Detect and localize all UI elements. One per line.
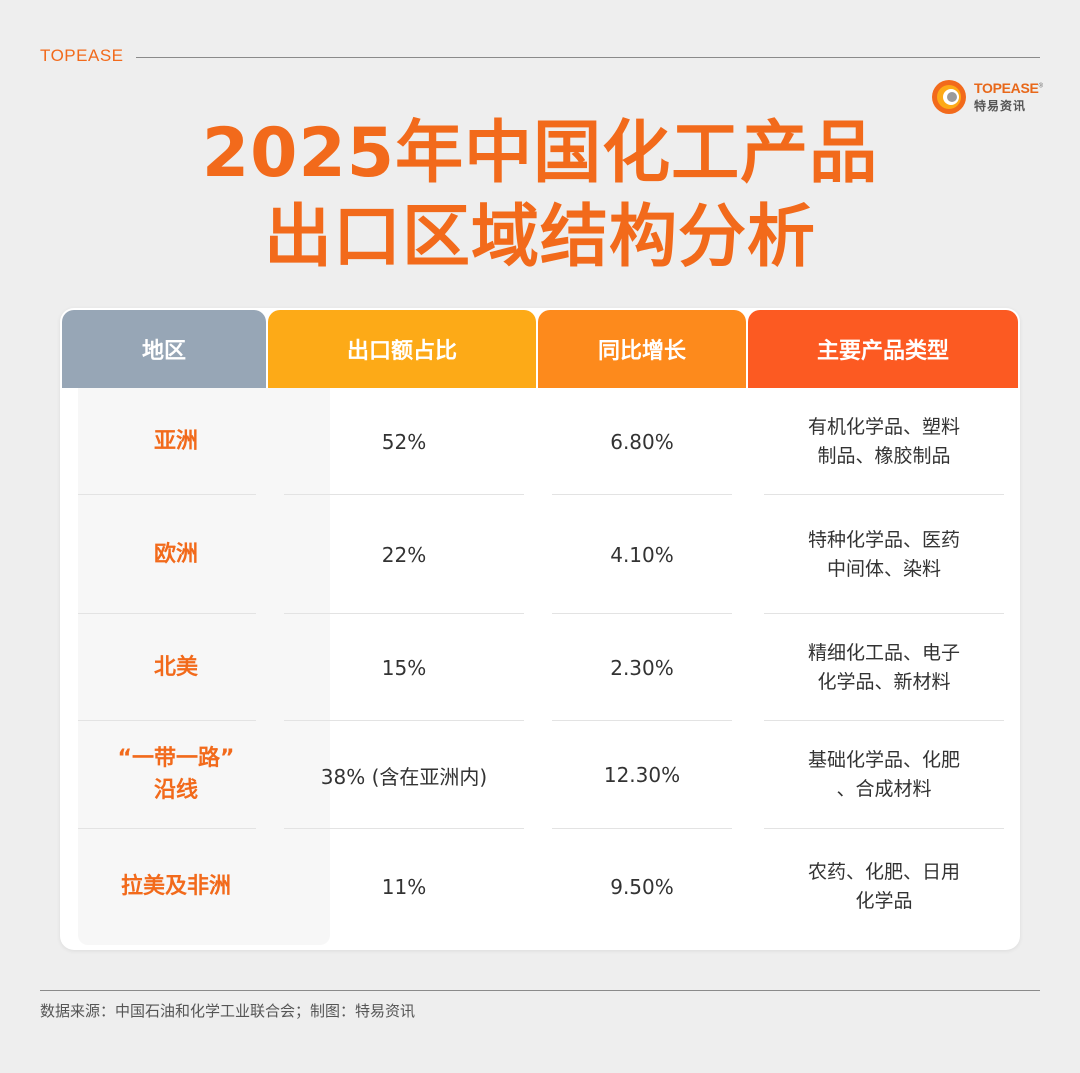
region-cell: 北美	[153, 654, 198, 680]
region-cell: 欧洲	[153, 541, 198, 567]
share-cell: 11%	[381, 875, 427, 899]
top-divider	[136, 57, 1040, 58]
region-cell: 亚洲	[153, 428, 198, 454]
table-row: 亚洲 52% 6.80% 有机化学品、塑料 制品、橡胶制品	[60, 388, 1020, 495]
header-share: 出口额占比	[268, 310, 536, 388]
share-cell: 22%	[381, 542, 427, 567]
growth-cell: 6.80%	[610, 429, 674, 454]
share-cell: 38% (含在亚洲内)	[320, 764, 488, 789]
logo-wordmark: TOPEASE®	[974, 80, 1043, 96]
growth-cell: 4.10%	[610, 542, 674, 567]
products-cell: 精细化工品、电子 化学品、新材料	[807, 641, 960, 693]
region-cell: 拉美及非洲	[120, 874, 231, 899]
topease-logo: TOPEASE® 特易资讯	[930, 78, 1043, 116]
region-table: 地区 出口额占比 同比增长 主要产品类型 亚洲 52% 6.80% 有机化学品、…	[60, 308, 1020, 950]
growth-cell: 2.30%	[610, 655, 674, 680]
page-title: 2025年中国化工产品 出口区域结构分析	[0, 112, 1080, 280]
products-cell: 有机化学品、塑料 制品、橡胶制品	[807, 415, 960, 467]
bottom-divider	[40, 990, 1040, 991]
growth-cell: 12.30%	[603, 763, 681, 787]
header-products: 主要产品类型	[748, 310, 1018, 388]
products-cell: 基础化学品、化肥 、合成材料	[807, 749, 960, 800]
logo-chinese-name: 特易资讯	[974, 99, 1027, 113]
header-growth: 同比增长	[538, 310, 746, 388]
table-row: 拉美及非洲 11% 9.50% 农药、化肥、日用 化学品	[60, 829, 1020, 945]
title-line-1: 2025年中国化工产品	[201, 114, 879, 193]
products-cell: 特种化学品、医药 中间体、染料	[807, 528, 960, 580]
table-row: 北美 15% 2.30% 精细化工品、电子 化学品、新材料	[60, 614, 1020, 721]
share-cell: 15%	[381, 655, 427, 680]
growth-cell: 9.50%	[610, 875, 674, 899]
logo-mark-icon	[932, 80, 966, 114]
products-cell: 农药、化肥、日用 化学品	[807, 861, 960, 912]
share-cell: 52%	[381, 429, 427, 454]
region-cell: “一带一路” 沿线	[117, 746, 235, 803]
title-line-2: 出口区域结构分析	[263, 198, 816, 277]
region-column-background	[78, 388, 330, 945]
table-row: “一带一路” 沿线 38% (含在亚洲内) 12.30% 基础化学品、化肥 、合成材…	[60, 721, 1020, 829]
brand-label: TOPEASE	[40, 46, 124, 65]
header-region: 地区	[62, 310, 266, 388]
source-note: 数据来源：中国石油和化学工业联合会；制图：特易资讯	[40, 1002, 416, 1020]
table-row: 欧洲 22% 4.10% 特种化学品、医药 中间体、染料	[60, 495, 1020, 614]
